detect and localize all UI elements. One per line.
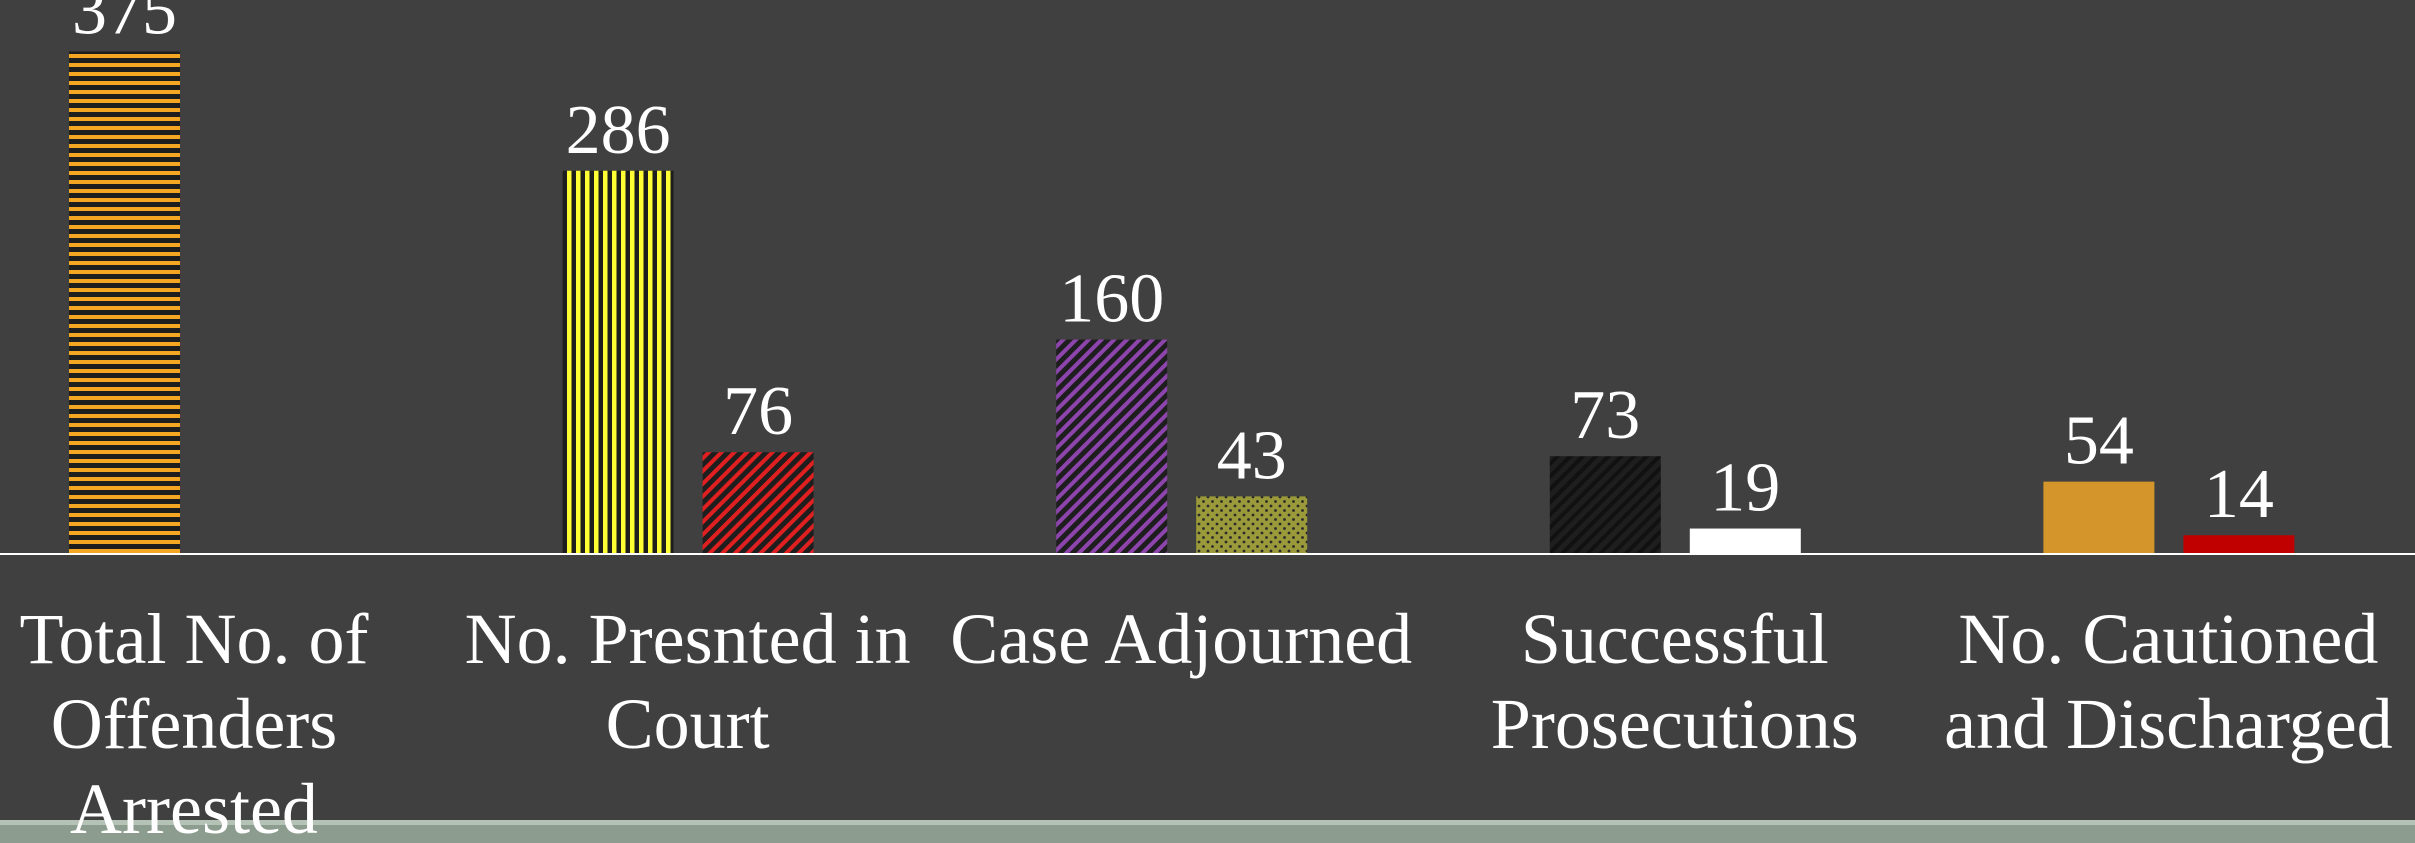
footer-highlight [0, 820, 2415, 825]
bar [1056, 339, 1168, 554]
footer-strip [0, 820, 2415, 843]
value-label: 76 [723, 373, 793, 450]
bar [2043, 481, 2155, 554]
x-tick-label: No. Cautioned [1958, 599, 2378, 679]
x-tick-label: Court [606, 684, 770, 764]
bar [562, 170, 674, 554]
bar [69, 51, 180, 554]
bar [2183, 535, 2295, 554]
x-tick-label: and Discharged [1944, 684, 2393, 764]
x-tick-label: Offenders [51, 684, 338, 764]
bar [1549, 456, 1661, 554]
x-tick-label: Case Adjourned [950, 599, 1412, 679]
x-tick-label: No. Presnted in [465, 599, 911, 679]
x-tick-label: Arrested [70, 769, 318, 843]
value-label: 73 [1570, 377, 1640, 454]
value-label: 375 [72, 0, 177, 50]
bar [702, 452, 814, 554]
value-label: 19 [1710, 450, 1780, 527]
bar [1196, 496, 1308, 554]
x-tick-label: Prosecutions [1491, 684, 1859, 764]
value-label: 286 [566, 92, 671, 169]
value-label: 14 [2204, 456, 2274, 533]
bar [1689, 528, 1801, 554]
value-label: 43 [1217, 417, 1287, 494]
x-tick-label: Successful [1521, 599, 1829, 679]
value-label: 160 [1059, 261, 1164, 338]
value-label: 54 [2064, 403, 2134, 480]
x-tick-label: Total No. of [20, 599, 369, 679]
